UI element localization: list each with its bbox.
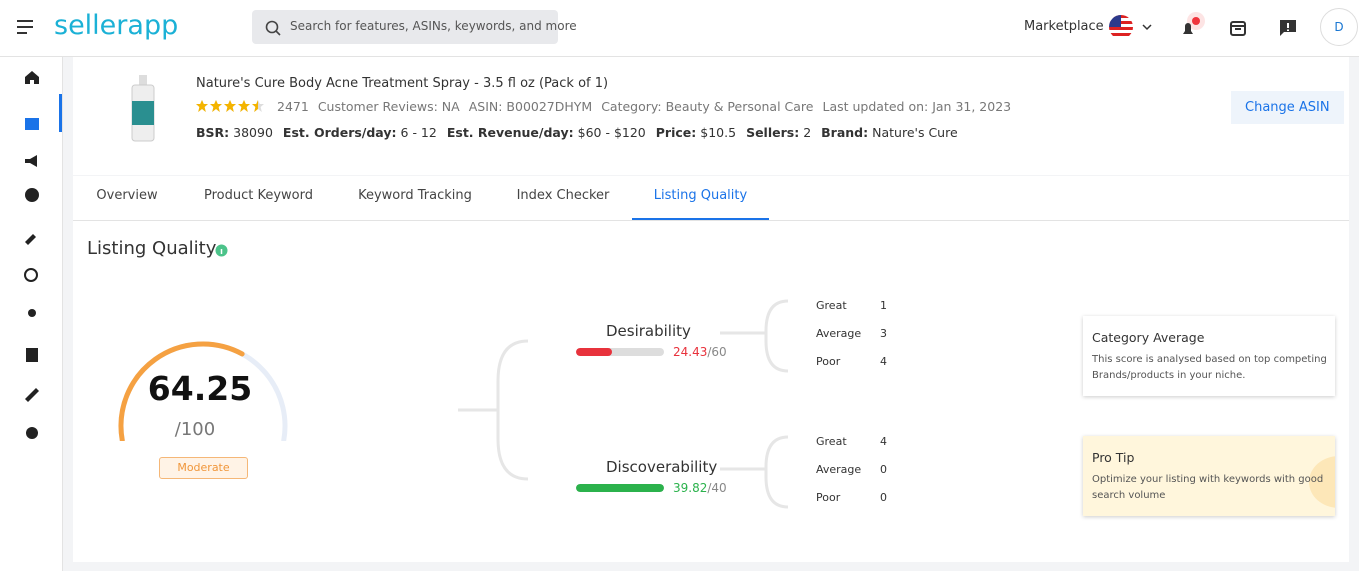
rating-label: Great xyxy=(816,435,847,448)
info-card: Pro Tip Optimize your listing with keywor… xyxy=(1083,436,1335,516)
stat: Sellers: 2 xyxy=(746,125,811,140)
rating-count: 1 xyxy=(880,299,887,312)
sidebar-icons[interactable] xyxy=(22,67,42,457)
rating-count: 3 xyxy=(880,327,887,340)
score-label: 39.82/40 xyxy=(673,481,727,495)
change-asin-button[interactable]: Change ASIN xyxy=(1231,91,1344,124)
stat-value: Nature's Cure xyxy=(872,125,958,140)
product-stats: BSR: 38090 Est. Orders/day: 6 - 12 Est. Reve… xyxy=(196,125,958,140)
search-placeholder: Search for features, ASINs, keywords, an… xyxy=(290,19,577,33)
score-max: /100 xyxy=(174,419,216,440)
connectors xyxy=(458,299,789,509)
stat-label: BSR: xyxy=(196,125,230,140)
logo[interactable]: sellerapp xyxy=(54,10,179,41)
active-indicator xyxy=(59,94,62,132)
reviews: Customer Reviews: NA xyxy=(317,99,460,114)
star xyxy=(196,100,208,112)
stat: Brand: Nature's Cure xyxy=(821,125,958,140)
tabs: Overview Product Keyword Keyword Tracking I… xyxy=(73,176,1349,221)
asin[interactable]: ASIN: B00027DHYM xyxy=(468,99,593,114)
calendar-icon[interactable] xyxy=(1229,19,1247,37)
score-label: 24.43/60 xyxy=(673,345,727,359)
stat-label: Brand: xyxy=(821,125,869,140)
star xyxy=(210,100,222,112)
bar-fill xyxy=(576,348,612,356)
rating-label: Average xyxy=(816,463,862,476)
gauge-fill xyxy=(118,341,245,441)
tab[interactable]: Overview xyxy=(96,188,158,203)
grade-badge: Moderate xyxy=(159,457,248,479)
notification-icon[interactable] xyxy=(1176,10,1208,40)
tab[interactable]: Listing Quality xyxy=(632,176,769,220)
marketplace-label[interactable]: Marketplace xyxy=(1024,19,1104,34)
menu-icon[interactable] xyxy=(17,20,33,34)
bar-fill xyxy=(576,484,664,492)
score-max: /60 xyxy=(707,345,727,359)
product-meta: 2471 Customer Reviews: NA ASIN: B00027DH… xyxy=(196,99,1011,114)
tab[interactable]: Keyword Tracking xyxy=(358,188,472,203)
stat-value: $10.5 xyxy=(700,125,737,140)
card-text: This score is analysed based on top comp… xyxy=(1092,354,1327,381)
rating-count: 2471 xyxy=(277,99,309,114)
stat: Est. Orders/day: 6 - 12 xyxy=(283,125,437,140)
rating-label: Average xyxy=(816,327,862,340)
search-box[interactable]: Search for features, ASINs, keywords, an… xyxy=(252,10,577,44)
product-image xyxy=(131,75,155,142)
stat: BSR: 38090 xyxy=(196,125,273,140)
rating-count: 4 xyxy=(880,435,887,448)
section-title: Listing Quality xyxy=(87,238,217,259)
search-icon xyxy=(265,20,281,36)
section-name: Discoverability xyxy=(606,458,718,476)
score: 64.25 xyxy=(147,369,253,408)
rating-count: 4 xyxy=(880,355,887,368)
card-title: Pro Tip xyxy=(1092,450,1135,465)
sidebar xyxy=(0,57,63,571)
product-title: Nature's Cure Body Acne Treatment Spray … xyxy=(196,76,609,91)
stat-value: 2 xyxy=(803,125,812,140)
flag[interactable] xyxy=(1108,14,1156,40)
stat-label: Sellers: xyxy=(746,125,800,140)
gauge xyxy=(118,341,288,441)
stat-value: $60 - $120 xyxy=(577,125,646,140)
avatar[interactable]: D xyxy=(1320,8,1358,46)
star xyxy=(224,100,236,112)
star xyxy=(238,100,250,112)
stat: Est. Revenue/day: $60 - $120 xyxy=(447,125,646,140)
stat-value: 38090 xyxy=(233,125,273,140)
score-max: /40 xyxy=(707,481,727,495)
section-name: Desirability xyxy=(606,322,691,340)
stat: Price: $10.5 xyxy=(656,125,736,140)
score-value: 24.43 xyxy=(673,345,708,359)
stat-label: Est. Revenue/day: xyxy=(446,125,574,140)
score-value: 39.82 xyxy=(673,481,708,495)
bar-track xyxy=(576,348,664,356)
card-text: Optimize your listing with keywords with… xyxy=(1092,474,1324,501)
info-card: Category Average This score is analysed b… xyxy=(1083,316,1335,396)
card-title: Category Average xyxy=(1092,330,1205,345)
category: Category: Beauty & Personal Care xyxy=(601,99,814,114)
tab[interactable]: Product Keyword xyxy=(203,188,313,203)
rating-label: Poor xyxy=(816,491,841,504)
tab[interactable]: Index Checker xyxy=(516,188,610,203)
rating-count: 0 xyxy=(880,463,887,476)
star xyxy=(252,100,258,112)
product-card: Nature's Cure Body Acne Treatment Spray … xyxy=(73,57,1349,175)
bar-track xyxy=(576,484,664,492)
stat-value: 6 - 12 xyxy=(400,125,437,140)
last-updated: Last updated on: Jan 31, 2023 xyxy=(822,99,1012,114)
top-bar: sellerapp Search for features, ASINs, ke… xyxy=(0,0,1359,57)
rating-label: Great xyxy=(816,299,847,312)
rating-stars xyxy=(196,100,264,112)
rating-label: Poor xyxy=(816,355,841,368)
info-icon[interactable] xyxy=(215,244,228,257)
rating-count: 0 xyxy=(880,491,887,504)
stat-label: Price: xyxy=(655,125,697,140)
feedback-icon[interactable] xyxy=(1279,19,1297,37)
stat-label: Est. Orders/day: xyxy=(282,125,397,140)
listing-quality-card: Listing Quality 64.25 /100 Moderate Desi… xyxy=(73,221,1349,562)
